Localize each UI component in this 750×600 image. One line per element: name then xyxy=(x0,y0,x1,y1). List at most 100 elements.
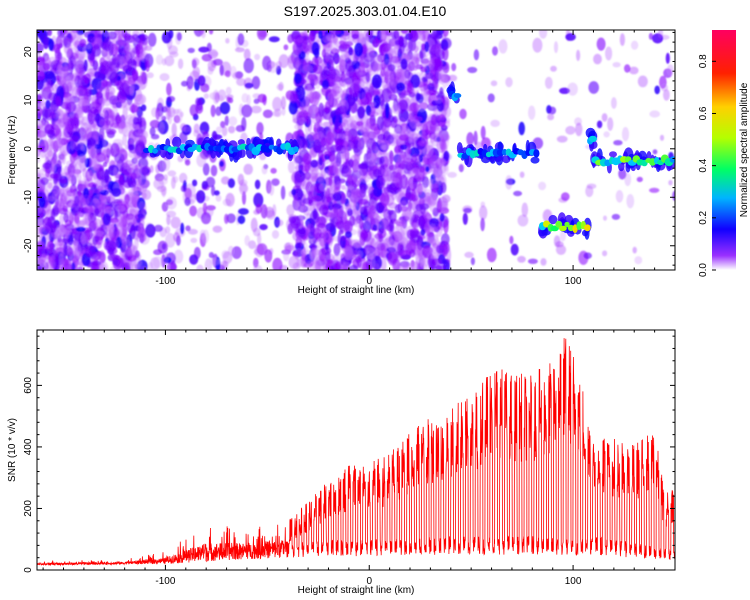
heatmap-cell xyxy=(116,115,123,123)
heatmap-cell xyxy=(632,246,637,254)
heatmap-cell xyxy=(181,80,188,87)
heatmap-cell xyxy=(123,33,132,41)
heatmap-cell xyxy=(380,257,387,270)
heatmap-cell xyxy=(363,80,368,90)
heatmap-cell xyxy=(103,37,112,52)
heatmap-cell xyxy=(171,176,176,190)
heatmap-cell xyxy=(49,173,59,179)
heatmap-cell xyxy=(162,156,171,172)
heatmap-cell xyxy=(102,161,108,167)
heatmap-cell xyxy=(66,101,77,113)
heatmap-cell xyxy=(415,92,421,102)
x-tick-label: 100 xyxy=(565,276,582,287)
heatmap-cell xyxy=(93,153,98,168)
heatmap-cell xyxy=(345,231,352,239)
colorbar-label: Normalized spectral amplitude xyxy=(739,82,750,217)
heatmap-cell xyxy=(93,194,105,204)
heatmap-cell xyxy=(214,92,220,103)
heatmap-cell xyxy=(429,178,440,189)
heatmap-cell xyxy=(226,213,236,224)
heatmap-cell xyxy=(349,83,360,98)
heatmap-cell xyxy=(403,209,415,223)
heatmap-cell xyxy=(87,110,95,125)
heatmap-cell xyxy=(667,64,674,76)
heatmap-cell xyxy=(567,82,578,96)
spectrogram-frame xyxy=(36,29,676,271)
snr-ylabel: SNR (10 * v/v) xyxy=(7,418,18,482)
heatmap-cell xyxy=(48,38,55,51)
track-core xyxy=(461,153,469,160)
heatmap-cell xyxy=(215,126,223,134)
heatmap-cell xyxy=(521,202,529,217)
heatmap-cell xyxy=(59,177,68,184)
heatmap-cell xyxy=(270,167,277,174)
heatmap-cell xyxy=(197,75,206,86)
heatmap-cell xyxy=(164,252,169,265)
heatmap-cell xyxy=(201,53,213,62)
heatmap-cell xyxy=(248,240,257,250)
colorbar-tick-label: 0.4 xyxy=(698,158,709,172)
heatmap-cell xyxy=(46,138,54,152)
heatmap-cell xyxy=(104,154,110,164)
heatmap-cell xyxy=(149,119,161,129)
heatmap-cell xyxy=(396,104,401,119)
heatmap-cell xyxy=(443,65,450,72)
heatmap-cell xyxy=(66,241,77,257)
heatmap-cell xyxy=(268,36,280,43)
heatmap-cell xyxy=(71,135,79,142)
heatmap-cell xyxy=(272,96,282,112)
heatmap-cell xyxy=(393,102,398,113)
heatmap-cell xyxy=(401,36,408,48)
heatmap-cell xyxy=(315,260,321,270)
heatmap-cell xyxy=(165,233,176,248)
heatmap-cell xyxy=(275,219,284,227)
heatmap-cell xyxy=(49,254,56,270)
heatmap-cell xyxy=(360,229,368,239)
heatmap-cell xyxy=(224,115,229,126)
heatmap-cell xyxy=(125,196,136,208)
heatmap-cell xyxy=(439,242,447,250)
heatmap-cell xyxy=(389,177,400,183)
heatmap-cell xyxy=(406,262,418,270)
heatmap-cell xyxy=(333,243,341,257)
heatmap-cell xyxy=(565,33,576,41)
heatmap-cell xyxy=(396,218,407,229)
heatmap-cell xyxy=(436,200,448,210)
heatmap-cell xyxy=(131,230,136,240)
heatmap-cell xyxy=(505,77,513,88)
heatmap-cell xyxy=(339,153,347,159)
heatmap-cell xyxy=(135,145,142,159)
heatmap-cell xyxy=(77,211,82,218)
heatmap-cell xyxy=(333,162,341,177)
heatmap-cell xyxy=(101,60,110,75)
heatmap-cell xyxy=(340,235,347,242)
heatmap-cell xyxy=(318,102,325,118)
heatmap-cell xyxy=(321,48,327,58)
heatmap-cell xyxy=(382,148,388,160)
heatmap-cell xyxy=(281,96,286,110)
heatmap-cell xyxy=(519,171,525,178)
signal-track xyxy=(143,136,300,163)
heatmap-cell xyxy=(390,37,396,47)
heatmap-cell xyxy=(365,71,370,83)
heatmap-cell xyxy=(324,58,330,64)
heatmap-cell xyxy=(224,70,231,78)
heatmap-cell xyxy=(166,95,176,103)
heatmap-cell xyxy=(134,212,145,221)
heatmap-cell xyxy=(68,72,80,82)
heatmap-cell xyxy=(426,238,436,245)
heatmap-cell xyxy=(611,213,621,220)
heatmap-cell xyxy=(38,30,46,41)
heatmap-cell xyxy=(102,213,111,226)
heatmap-cell xyxy=(341,165,350,174)
heatmap-cell xyxy=(61,127,68,143)
heatmap-cell xyxy=(51,119,56,126)
heatmap-cell xyxy=(288,255,300,269)
heatmap-cell xyxy=(300,253,308,269)
heatmap-cell xyxy=(40,261,46,270)
heatmap-cell xyxy=(585,185,594,198)
heatmap-cell xyxy=(619,33,626,46)
track-core xyxy=(576,221,582,231)
